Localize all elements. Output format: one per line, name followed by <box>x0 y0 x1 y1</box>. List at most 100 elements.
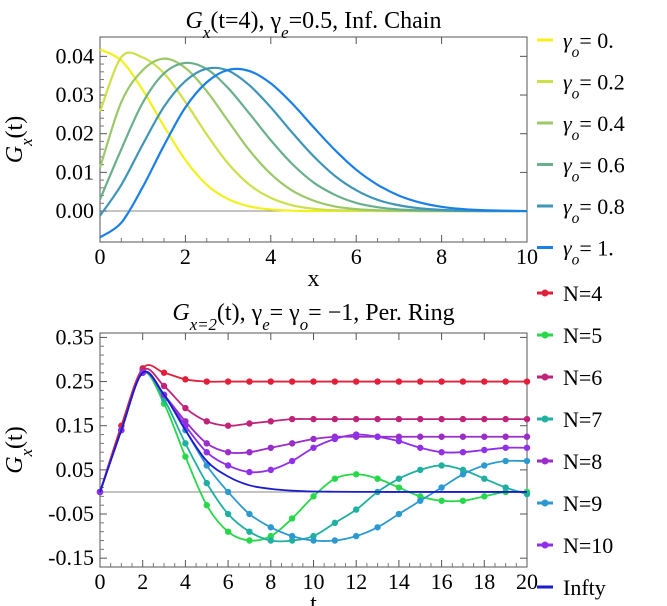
legend-marker <box>541 373 549 381</box>
x-tick-label: 18 <box>473 569 495 594</box>
series-n-4-point <box>160 369 168 376</box>
legend-label: N=7 <box>563 407 602 432</box>
legend-label: N=6 <box>563 365 602 390</box>
series-n-4-point <box>310 378 317 385</box>
series-n-10-point <box>438 449 445 456</box>
series-n-5-point <box>459 497 467 504</box>
series-n-9-point <box>459 471 467 478</box>
series-n-10-point <box>331 435 339 443</box>
x-axis-label: t <box>310 591 317 606</box>
series-n-5-point <box>331 475 339 482</box>
series-n-5-point <box>438 497 445 504</box>
series-n-7-point <box>246 528 253 535</box>
series-n-7-point <box>353 506 360 513</box>
series-n-9-point <box>331 537 339 544</box>
series-n-6-point <box>353 415 360 423</box>
series-n-7-point <box>288 537 296 544</box>
series-n-8-point <box>459 433 467 440</box>
series-n-7-point <box>267 537 274 544</box>
series-n-8-point <box>481 433 488 440</box>
chart-title: Gx=2(t), γe= γo= −1, Per. Ring <box>172 300 454 334</box>
x-tick-label: 6 <box>223 569 234 594</box>
x-tick-label: 2 <box>180 244 191 269</box>
legend-label: γo= 0. <box>563 28 614 61</box>
series-n-6-point <box>395 415 403 423</box>
series-n-6-point <box>267 418 274 425</box>
x-tick-label: 2 <box>137 569 148 594</box>
series-n-7-point <box>203 479 210 487</box>
series--o-0-8-line <box>99 66 527 217</box>
x-tick-label: 12 <box>345 569 367 594</box>
series--o-0-4-line <box>98 57 527 213</box>
y-tick-label: 0.25 <box>56 369 95 394</box>
series-n-10-point <box>481 446 488 454</box>
legend-marker <box>541 415 549 423</box>
series-n-10-point <box>310 444 317 451</box>
series-n-6-point <box>459 415 467 423</box>
series-n-6-point <box>310 415 317 423</box>
bottom-chart-legend: N=4 N=5 N=6 N=7 N=8 N=9 N=10 Infty <box>537 281 613 600</box>
y-tick-label: 0.35 <box>56 324 95 349</box>
series-n-9-point <box>310 537 317 544</box>
series-n-4-point <box>502 378 509 385</box>
x-tick-label: 0 <box>95 569 106 594</box>
series-n-8-point <box>417 433 424 440</box>
legend-label: γo= 0.4 <box>563 111 625 144</box>
x-tick-label: 10 <box>516 244 538 269</box>
legend-marker <box>541 289 549 297</box>
y-axis-label: Gx(t) <box>2 116 36 163</box>
series-n-10-point <box>523 444 531 451</box>
series-n-10-point <box>459 449 467 456</box>
chart-title: Gx(t=4), γe=0.5, Inf. Chain <box>186 8 442 42</box>
series-n-7-point <box>417 466 424 474</box>
series-n-8-point <box>203 440 210 447</box>
y-tick-label: 0.00 <box>56 198 95 223</box>
legend-marker <box>541 499 549 507</box>
x-tick-label: 0 <box>95 244 106 269</box>
series-n-10-point <box>417 444 424 451</box>
series-n-4-point <box>395 378 403 385</box>
series-n-4-point <box>374 378 381 385</box>
series-n-5-point <box>374 475 381 482</box>
series-n-9-point <box>246 510 253 518</box>
series-n-4-point <box>481 378 488 385</box>
series-n-10-point <box>374 433 381 440</box>
series-n-7-point <box>182 440 189 447</box>
bottom-chart: 0 2 4 6 8 10 12 14 16 18 20 -0.15 -0.05 0.05 0.15 0.25 0… <box>2 300 538 606</box>
series-n-10-point <box>267 466 274 474</box>
series-n-4-point <box>246 378 253 385</box>
series-n-6-point <box>160 382 168 390</box>
legend-label: γo= 0.8 <box>563 194 625 227</box>
series-n-5-point <box>395 484 403 491</box>
x-tick-label: 4 <box>180 569 191 594</box>
series-n-6-point <box>417 415 424 423</box>
series-n-8-point <box>523 433 531 440</box>
series-n-4-point <box>288 378 296 385</box>
x-tick-label: 4 <box>265 244 276 269</box>
series-n-10-point <box>246 468 253 476</box>
y-tick-label: 0.05 <box>56 457 95 482</box>
series-n-9-point <box>438 484 445 491</box>
x-tick-label: 10 <box>303 569 325 594</box>
series-n-10-point <box>353 431 360 438</box>
series-infty-line <box>99 370 527 493</box>
series-n-5-point <box>353 471 360 478</box>
legend-label: N=4 <box>563 281 602 306</box>
series-n-6-point <box>502 415 509 423</box>
series-n-8-point <box>288 440 296 447</box>
series-n-4-point <box>523 378 531 385</box>
series-n-5-point <box>267 532 274 540</box>
series-n-10-point <box>395 437 403 445</box>
series-n-10-point <box>502 444 509 451</box>
y-tick-label: 0.15 <box>56 413 95 438</box>
y-tick-label: 0.02 <box>56 121 95 146</box>
series-n-5-point <box>481 493 488 500</box>
series-n-4-point <box>459 378 467 385</box>
series-n-6-point <box>203 418 210 425</box>
legend-label: N=9 <box>563 491 602 516</box>
x-tick-label: 6 <box>351 244 362 269</box>
series-n-5-point <box>310 493 317 500</box>
series-n-6-point <box>438 415 445 423</box>
series-n-4-point <box>417 378 424 385</box>
